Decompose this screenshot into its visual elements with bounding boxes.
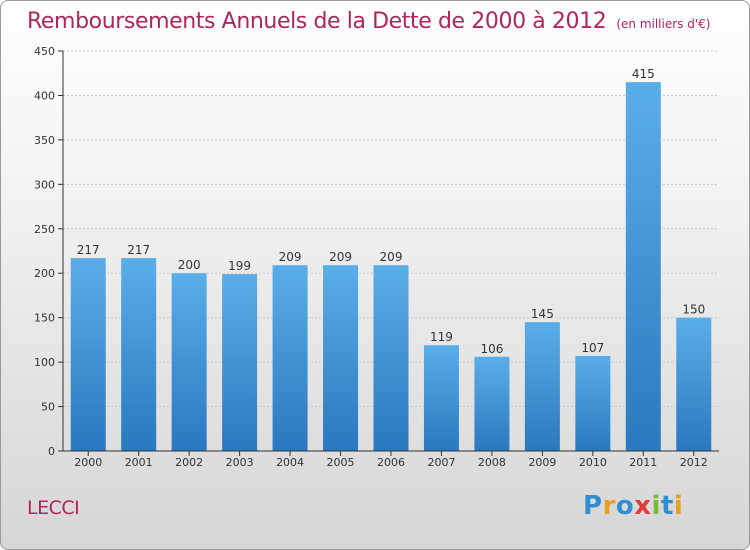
data-label: 199 [228, 259, 251, 273]
data-label: 150 [682, 303, 705, 317]
y-tick-label: 350 [34, 134, 55, 147]
bar [676, 317, 712, 451]
y-tick-label: 150 [34, 312, 55, 325]
proxiti-logo: Proxiti [583, 491, 683, 521]
logo-letter: i [651, 491, 661, 521]
bar [323, 265, 359, 451]
chart-title-text: Remboursements Annuels de la Dette de 20… [27, 9, 607, 34]
y-tick-label: 250 [34, 223, 55, 236]
bar [423, 345, 459, 451]
bar [524, 322, 560, 451]
x-tick-label: 2008 [478, 456, 506, 469]
bar [625, 82, 661, 451]
logo-letter: o [615, 491, 635, 521]
place-name: LECCI [27, 497, 80, 519]
bar [575, 355, 611, 451]
x-tick-label: 2010 [579, 456, 607, 469]
x-tick-label: 2000 [74, 456, 102, 469]
bar [171, 273, 207, 451]
data-label: 415 [632, 67, 655, 81]
chart-subtitle: (en milliers d'€) [616, 17, 711, 31]
x-tick-label: 2012 [680, 456, 708, 469]
x-tick-label: 2007 [427, 456, 455, 469]
data-label: 200 [178, 258, 201, 272]
x-tick-label: 2005 [327, 456, 355, 469]
bar [222, 274, 258, 451]
logo-letter: P [583, 491, 603, 521]
logo-letter: x [634, 491, 652, 521]
y-tick-label: 400 [34, 89, 55, 102]
data-label: 145 [531, 307, 554, 321]
y-tick-label: 0 [48, 445, 55, 458]
data-label: 209 [380, 250, 403, 264]
x-tick-label: 2009 [528, 456, 556, 469]
y-tick-label: 50 [41, 401, 55, 414]
y-tick-label: 200 [34, 267, 55, 280]
bar [70, 258, 106, 451]
x-tick-label: 2004 [276, 456, 304, 469]
logo-letter: r [602, 491, 616, 521]
x-tick-label: 2001 [125, 456, 153, 469]
bar [272, 265, 308, 451]
logo-letter: t [660, 491, 674, 521]
data-label: 217 [77, 243, 100, 257]
logo-letter: i [673, 491, 684, 521]
x-tick-label: 2003 [226, 456, 254, 469]
x-tick-label: 2006 [377, 456, 405, 469]
x-tick-label: 2002 [175, 456, 203, 469]
bar [121, 258, 157, 451]
bar [373, 265, 409, 451]
bar [474, 356, 510, 451]
y-tick-label: 300 [34, 178, 55, 191]
data-label: 106 [480, 342, 503, 356]
chart-title: Remboursements Annuels de la Dette de 20… [27, 7, 710, 39]
bar-chart: 0 50 100 150 200 250 300 350 400 450 217 2000 217 200… [34, 45, 719, 469]
data-label: 119 [430, 330, 453, 344]
y-tick-label: 100 [34, 356, 55, 369]
data-label: 209 [329, 250, 352, 264]
data-label: 209 [279, 250, 302, 264]
data-label: 107 [581, 341, 604, 355]
x-tick-label: 2011 [629, 456, 657, 469]
data-label: 217 [127, 243, 150, 257]
y-tick-label: 450 [34, 45, 55, 58]
